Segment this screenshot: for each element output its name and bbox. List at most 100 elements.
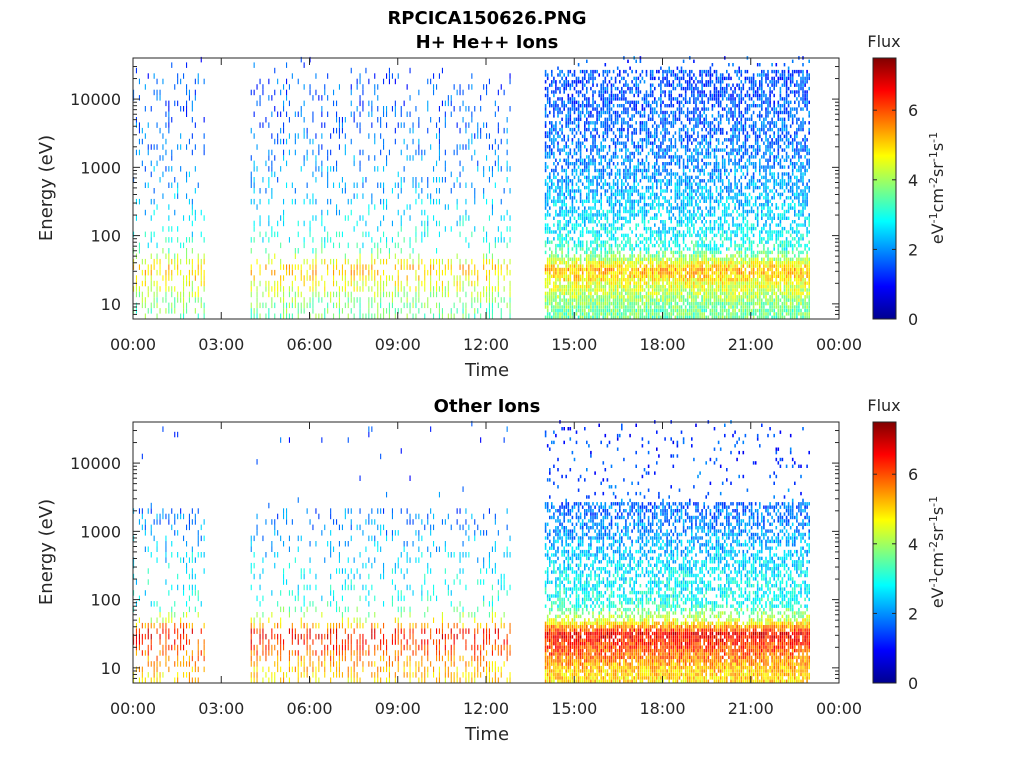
spectrogram-cell (668, 83, 670, 87)
spectrogram-cell (427, 269, 429, 276)
spectrogram-cell (584, 267, 586, 272)
spectrogram-cell (546, 298, 549, 302)
spectrogram-cell (598, 168, 600, 173)
spectrogram-cell (621, 301, 623, 306)
spectrogram-cell (415, 297, 417, 303)
spectrogram-cell (283, 198, 285, 205)
spectrogram-cell (494, 297, 496, 303)
spectrogram-cell (664, 226, 666, 231)
spectrogram-cell (674, 233, 677, 238)
spectrogram-cell (596, 182, 598, 186)
spectrogram-cell (486, 133, 488, 139)
spectrogram-cell (256, 313, 258, 319)
spectrogram-cell (561, 138, 563, 142)
spectrogram-cell (614, 288, 617, 292)
spectrogram-cell (333, 275, 335, 281)
spectrogram-cell (645, 250, 648, 255)
spectrogram-cell (283, 215, 285, 221)
spectrogram-cell (359, 78, 361, 85)
spectrogram-cell (612, 182, 615, 186)
spectrogram-cell (197, 182, 199, 188)
spectrogram-cell (592, 261, 594, 265)
spectrogram-cell (565, 83, 567, 87)
spectrogram-cell (368, 209, 370, 216)
spectrogram-cell (300, 111, 302, 117)
spectrogram-cell (497, 264, 499, 270)
spectrogram-cell (594, 233, 596, 238)
spectrogram-cell (625, 220, 627, 224)
spectrogram-cell (664, 76, 666, 81)
spectrogram-cell (383, 111, 385, 117)
spectrogram-cell (553, 315, 555, 319)
spectrogram-cell (637, 278, 640, 282)
spectrogram-cell (668, 199, 670, 203)
spectrogram-cell (588, 189, 590, 193)
spectrogram-cell (465, 237, 467, 243)
spectrogram-cell (177, 253, 179, 259)
spectrogram-cell (651, 141, 654, 145)
spectrogram-cell (604, 213, 607, 217)
spectrogram-cell (649, 274, 652, 278)
spectrogram-cell (421, 237, 423, 243)
spectrogram-cell (645, 124, 648, 128)
spectrogram-cell (549, 257, 551, 261)
spectrogram-cell (571, 267, 574, 272)
spectrogram-cell (453, 280, 455, 287)
spectrogram-cell (259, 264, 261, 270)
spectrogram-cell (633, 141, 635, 145)
spectrogram-cell (544, 278, 547, 282)
spectrogram-cell (559, 110, 561, 115)
spectrogram-cell (577, 305, 580, 309)
spectrogram-cell (377, 95, 379, 101)
spectrogram-cell (621, 124, 623, 128)
spectrogram-cell (621, 110, 623, 115)
spectrogram-cell (200, 269, 202, 276)
spectrogram-cell (327, 149, 329, 156)
spectrogram-cell (253, 220, 255, 227)
spectrogram-cell (415, 237, 417, 243)
spectrogram-cell (651, 243, 654, 248)
spectrogram-area (133, 56, 810, 319)
spectrogram-cell (682, 213, 685, 217)
spectrogram-cell (191, 100, 193, 107)
spectrogram-cell (616, 301, 619, 306)
spectrogram-cell (309, 89, 311, 96)
spectrogram-cell (362, 286, 364, 292)
spectrogram-cell (658, 138, 660, 142)
spectrogram-cell (347, 291, 349, 298)
spectrogram-cell (309, 226, 311, 232)
spectrogram-cell (670, 281, 672, 285)
spectrogram-cell (641, 168, 644, 173)
spectrogram-cell (645, 247, 648, 251)
spectrogram-cell (656, 104, 658, 108)
spectrogram-cell (656, 155, 658, 159)
spectrogram-cell (680, 100, 683, 104)
spectrogram-cell (575, 274, 578, 278)
spectrogram-cell (608, 291, 611, 296)
spectrogram-cell (649, 83, 652, 87)
spectrogram-cell (664, 308, 666, 313)
spectrogram-cell (660, 131, 662, 135)
spectrogram-cell (438, 106, 440, 112)
spectrogram-cell (553, 172, 555, 176)
spectrogram-cell (616, 199, 619, 203)
spectrogram-cell (277, 133, 279, 139)
spectrogram-cell (303, 297, 305, 303)
spectrogram-cell (186, 258, 188, 265)
spectrogram-cell (612, 213, 615, 217)
spectrogram-cell (600, 168, 602, 173)
spectrogram-cell (546, 155, 549, 159)
spectrogram-cell (594, 284, 596, 289)
spectrogram-cell (503, 188, 505, 194)
spectrogram-cell (557, 86, 559, 91)
spectrogram-cell (598, 213, 600, 217)
spectrogram-cell (619, 73, 621, 77)
spectrogram-cell (488, 177, 490, 183)
spectrogram-cell (684, 288, 687, 292)
spectrogram-cell (594, 138, 596, 142)
spectrogram-cell (544, 114, 547, 118)
spectrogram-cell (666, 206, 668, 210)
spectrogram-cell (641, 185, 644, 190)
spectrogram-cell (315, 215, 317, 221)
spectrogram-cell (344, 133, 346, 139)
